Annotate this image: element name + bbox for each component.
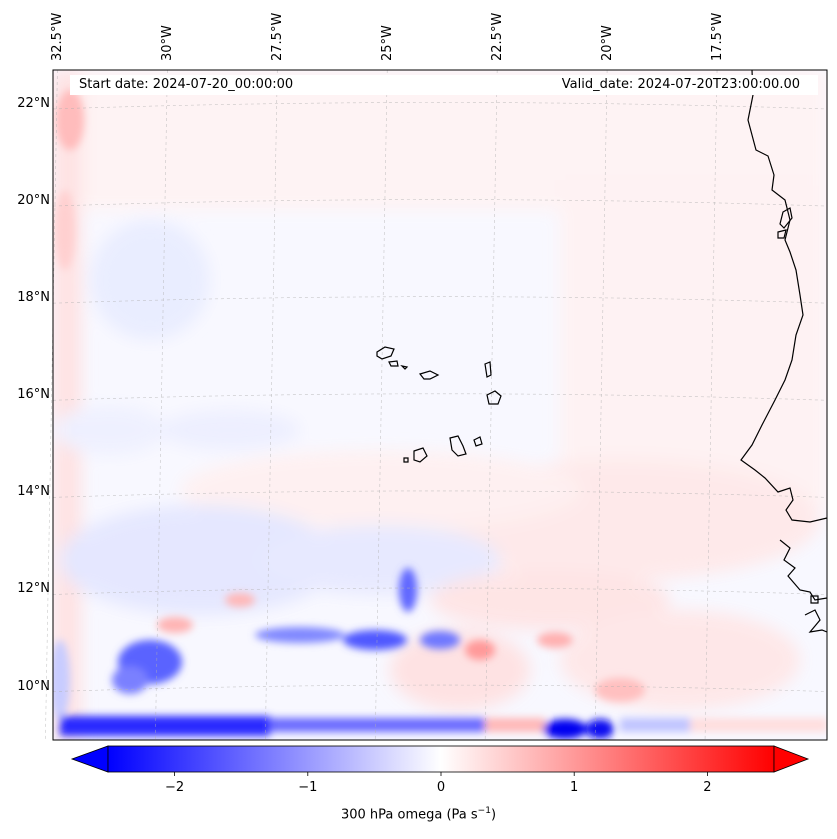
meridian-line — [374, 69, 388, 741]
colorbar-label-main: 300 hPa omega (Pa s — [340, 807, 478, 823]
colorbar-max-extend — [773, 745, 810, 773]
start-date-text: Start date: 2024-07-20_00:00:00 — [79, 77, 294, 92]
parallel-line — [52, 199, 828, 207]
colorbar — [70, 745, 810, 776]
meridian-line — [155, 69, 168, 741]
valid-date-text: Valid_date: 2024-07-20T23:00:00.00 — [561, 77, 800, 92]
parallel-line — [52, 296, 828, 304]
colorbar-tick-label: 2 — [703, 780, 712, 795]
coastline — [376, 69, 828, 633]
latitude-label: 16°N — [17, 387, 50, 403]
parallel-line — [52, 393, 828, 401]
parallel-line — [52, 102, 828, 110]
meridian-line — [264, 69, 278, 741]
colorbar-min-extend — [70, 745, 109, 773]
colorbar-label-unit-exponent: −1 — [477, 806, 491, 816]
header-box: Start date: 2024-07-20_00:00:00 Valid_da… — [70, 75, 818, 95]
latitude-label: 10°N — [17, 678, 50, 694]
colorbar-tick-label: −2 — [165, 780, 185, 795]
parallel-line — [52, 587, 828, 595]
colorbar-label-end: ) — [490, 807, 497, 823]
colorbar-label: 300 hPa omega (Pa s−1) — [0, 806, 837, 822]
meridian-line — [704, 69, 718, 741]
longitude-label: 32.5°W — [50, 12, 66, 61]
latitude-label: 12°N — [17, 581, 50, 597]
graticule — [45, 69, 828, 741]
colorbar-gradient — [107, 745, 775, 773]
meridian-line — [45, 69, 58, 741]
longitude-label: 30°W — [160, 25, 176, 61]
longitude-label: 22.5°W — [490, 12, 506, 61]
longitude-label: 17.5°W — [710, 12, 726, 61]
latitude-label: 14°N — [17, 484, 50, 500]
longitude-label: 20°W — [600, 25, 616, 61]
meridian-line — [484, 69, 498, 741]
latitude-label: 20°N — [17, 193, 50, 209]
latitude-label: 18°N — [17, 290, 50, 306]
parallel-line — [52, 490, 828, 498]
longitude-label: 27.5°W — [270, 12, 286, 61]
parallel-line — [52, 684, 828, 692]
latitude-label: 22°N — [17, 95, 50, 111]
colorbar-tick-label: 1 — [570, 780, 579, 795]
longitude-label: 25°W — [380, 25, 396, 61]
colorbar-tick-label: −1 — [298, 780, 318, 795]
meridian-line — [594, 69, 608, 741]
colorbar-tick-label: 0 — [436, 780, 446, 795]
map-frame — [52, 69, 828, 741]
omega-field — [53, 70, 827, 740]
